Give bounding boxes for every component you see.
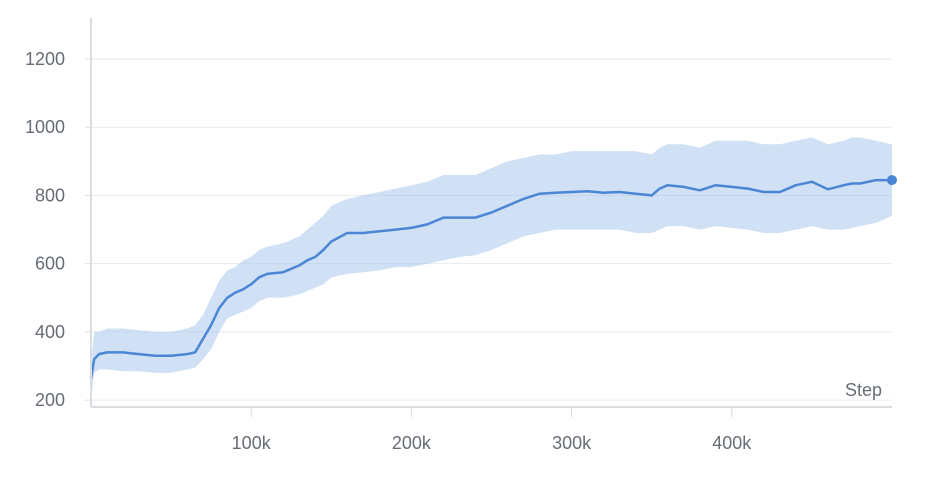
y-tick-label: 1000 bbox=[25, 117, 65, 137]
series-line bbox=[89, 178, 894, 380]
y-tick-label: 200 bbox=[35, 390, 65, 410]
x-tick-label: 400k bbox=[712, 433, 752, 453]
series-end-point[interactable] bbox=[887, 175, 897, 186]
y-tick-label: 800 bbox=[35, 185, 65, 205]
series-line-layer bbox=[89, 178, 894, 380]
y-tick-label: 600 bbox=[35, 254, 65, 274]
x-tick-label: 300k bbox=[552, 433, 592, 453]
variance-band-layer bbox=[91, 137, 892, 401]
grid-lines bbox=[91, 58, 892, 401]
tick-labels: 200 400 600 800 1000 1200 100k 200k 300k 400k bbox=[25, 49, 752, 453]
variance-band bbox=[91, 137, 892, 401]
x-tick-label: 200k bbox=[392, 433, 432, 453]
y-tick-label: 1200 bbox=[25, 49, 65, 69]
x-tick-label: 100k bbox=[232, 433, 272, 453]
end-marker-layer bbox=[887, 175, 897, 186]
axes bbox=[85, 18, 892, 417]
y-tick-label: 400 bbox=[35, 322, 65, 342]
x-axis-title: Step bbox=[845, 380, 882, 400]
